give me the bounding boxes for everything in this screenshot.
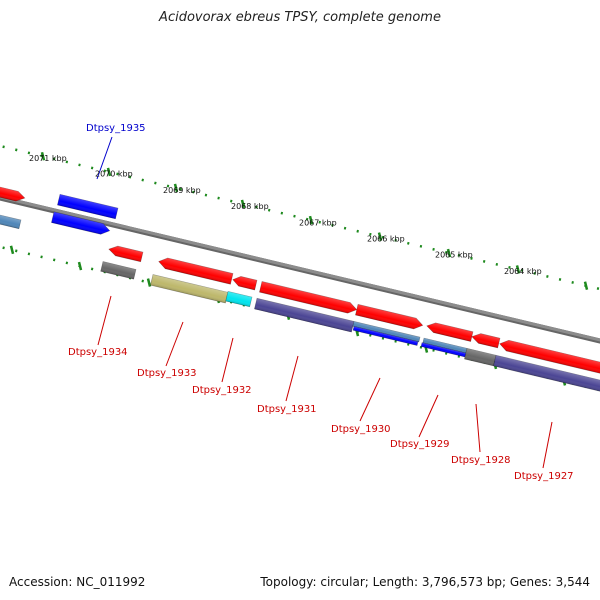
gene-leader-line	[359, 377, 381, 422]
feature-shade	[355, 304, 423, 329]
gene-leader-line	[285, 355, 299, 402]
major-tick	[77, 261, 83, 271]
gene-feature	[426, 322, 474, 342]
gene-feature	[471, 333, 501, 349]
map-title: Acidovorax ebreus TPSY, complete genome	[159, 10, 441, 25]
gene-feature	[51, 211, 111, 235]
gene-feature	[499, 339, 600, 378]
gene-label: Dtpsy_1927	[514, 471, 574, 482]
kbp-label: 2071 kbp	[29, 154, 67, 163]
gene-feature	[493, 354, 600, 396]
major-tick	[308, 215, 314, 225]
feature-shade	[57, 194, 119, 219]
gene-label: Dtpsy_1935	[86, 123, 146, 134]
major-tick	[106, 167, 112, 177]
gene-feature	[259, 281, 358, 314]
gene-label: Dtpsy_1929	[390, 439, 450, 450]
gene-label: Dtpsy_1931	[257, 404, 317, 415]
gene-label: Dtpsy_1928	[451, 455, 511, 466]
gene-feature	[0, 181, 26, 202]
feature-shade	[353, 326, 419, 346]
feature-shade	[232, 276, 258, 290]
gene-feature	[232, 276, 258, 291]
gene-feature	[150, 274, 229, 304]
major-tick	[40, 151, 46, 161]
feature-shade	[493, 355, 600, 396]
major-tick	[515, 265, 521, 274]
feature-shade	[108, 246, 143, 262]
feature-shade	[471, 333, 500, 348]
feature-shade	[254, 298, 355, 333]
feature-shade	[422, 338, 467, 354]
gene-feature	[352, 321, 421, 343]
kbp-label: 2070 kbp	[95, 170, 133, 179]
major-tick	[446, 248, 452, 258]
gene-feature	[352, 326, 419, 346]
gene-leader-line	[97, 295, 112, 346]
gene-feature	[464, 347, 497, 367]
gene-leader-line	[475, 403, 481, 453]
feature-shade	[352, 321, 420, 342]
gene-leader-line	[542, 421, 553, 469]
gene-leader-line	[165, 321, 184, 367]
gene-feature	[158, 257, 234, 285]
gene-leader-line	[221, 337, 234, 383]
feature-shade	[51, 211, 110, 235]
major-tick	[9, 245, 15, 255]
backbone-line	[0, 195, 600, 342]
backbone-layer	[0, 195, 600, 344]
gene-feature	[225, 290, 253, 308]
feature-shade	[225, 291, 252, 307]
text-layer: 2071 kbp 2070 kbp 2069 kbp 2068 kbp 2067 kbp…	[29, 123, 574, 482]
feature-shade	[0, 210, 21, 229]
kbp-label: 2069 kbp	[163, 186, 201, 195]
major-tick	[240, 199, 246, 209]
kbp-label: 2065 kbp	[435, 251, 473, 260]
kbp-label: 2067 kbp	[299, 218, 337, 227]
gene-leader-line	[96, 136, 113, 180]
gene-leader-line	[418, 394, 439, 438]
gene-label: Dtpsy_1932	[192, 385, 252, 396]
gene-feature	[57, 193, 119, 220]
major-tick	[146, 278, 152, 287]
accession-text: Accession: NC_011992	[9, 575, 146, 589]
feature-shade	[100, 261, 136, 280]
major-tick	[173, 183, 179, 193]
feature-shade	[421, 342, 467, 357]
kbp-label: 2068 kbp	[231, 202, 269, 211]
gene-label: Dtpsy_1934	[68, 347, 128, 358]
genome-summary-text: Topology: circular; Length: 3,796,573 bp…	[260, 575, 590, 589]
kbp-label: 2066 kbp	[367, 234, 405, 243]
feature-shade	[464, 348, 497, 366]
feature-shade	[426, 322, 473, 342]
gene-label: Dtpsy_1930	[331, 424, 391, 435]
gene-feature	[355, 303, 424, 330]
feature-shade	[0, 182, 25, 202]
feature-shade	[158, 257, 234, 285]
feature-layer	[0, 181, 600, 396]
leader-layer	[96, 136, 553, 469]
major-tick	[583, 281, 589, 290]
feature-shade	[150, 274, 229, 304]
gene-feature	[100, 261, 137, 280]
gene-feature	[108, 245, 144, 263]
gene-feature	[0, 209, 22, 230]
feature-shade	[259, 281, 357, 314]
gene-feature	[254, 297, 355, 333]
kbp-label: 2064 kbp	[504, 267, 542, 276]
major-tick	[377, 232, 383, 241]
gene-label: Dtpsy_1933	[137, 368, 197, 379]
feature-shade	[499, 340, 600, 378]
